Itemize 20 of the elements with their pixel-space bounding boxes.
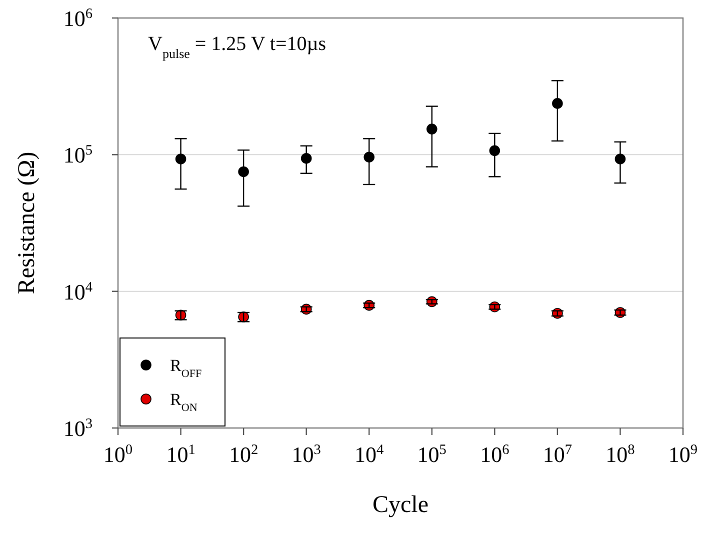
- x-tick-label: 10$^{7}$: [542, 442, 572, 467]
- x-tick-label: 10$^{1}$: [166, 442, 196, 467]
- x-tick-label: 10$^{4}$: [354, 442, 384, 467]
- legend-label: R$_{OFF}$: [170, 356, 202, 380]
- x-tick-label: 10$^{5}$: [417, 442, 446, 467]
- point: [552, 98, 563, 109]
- legend-label: R$_{ON}$: [170, 390, 198, 414]
- x-tick-label: 10$^{6}$: [480, 442, 510, 467]
- y-tick-label: 10$^{5}$: [63, 142, 93, 168]
- y-tick-label: 10$^{4}$: [63, 279, 93, 304]
- x-tick-label: 10$^{0}$: [103, 442, 133, 467]
- y-tick-label: 10$^{3}$: [63, 416, 93, 441]
- annotation: V$_{pulse}$ = 1.25 V t=10µs: [148, 33, 326, 60]
- x-tick-label: 10$^{8}$: [606, 442, 635, 467]
- y-tick-label: 10$^{6}$: [63, 6, 93, 31]
- x-tick-label: 10$^{2}$: [228, 442, 258, 467]
- x-axis-title: Cycle: [372, 492, 428, 518]
- x-tick-label: 10$^{3}$: [292, 442, 321, 467]
- x-tick-label: 10$^{9}$: [668, 442, 698, 467]
- y-axis-title: Resistance (Ω): [14, 152, 40, 294]
